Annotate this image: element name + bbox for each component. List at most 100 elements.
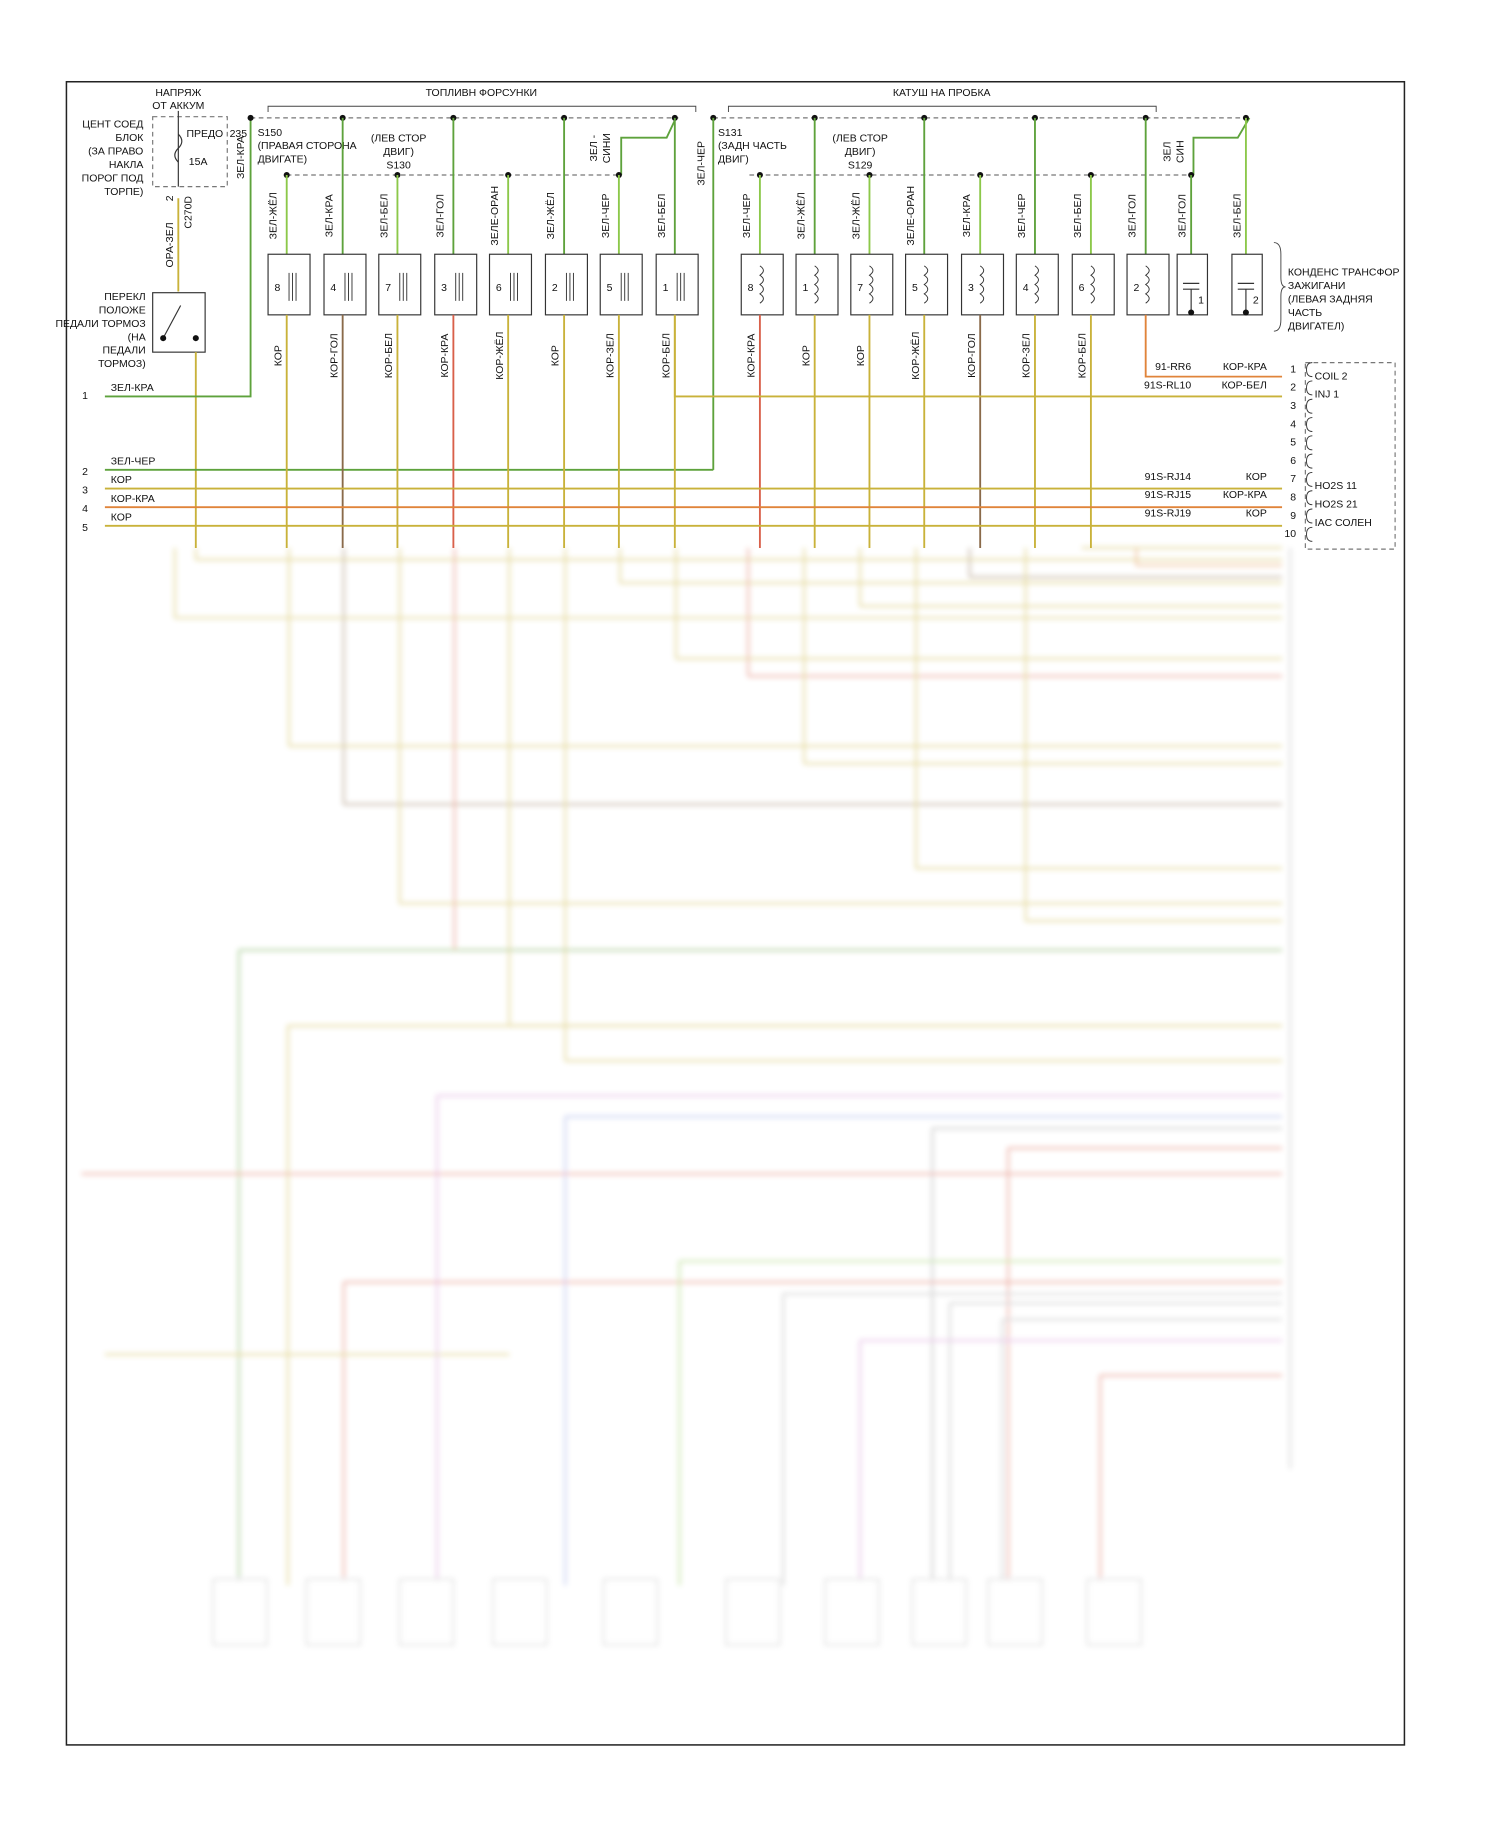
wire-label: ОРА-ЗЕЛ [165,222,176,267]
splice-label: S150 [258,128,283,139]
power-label: ОТ АККУМ [152,101,204,112]
wire-label: ЗЕЛ-КРА [962,194,973,237]
pin-number: 5 [1290,438,1296,449]
coil [1126,253,1170,316]
wire-label: ЗЕЛ - [589,134,600,161]
wire-color: КОР-КРА [1223,490,1267,501]
wire-label: ЗЕЛ-КРА [325,194,336,237]
connector [1304,362,1396,550]
circuit-code: 91S-RJ19 [1145,508,1192,519]
pin-socket [1306,453,1313,469]
faded-component [725,1578,781,1646]
wire-label: ЗЕЛЕ-ОРАН [906,186,917,246]
pin-number: 7 [385,283,391,294]
condenser-label: ДВИГАТЕЛ) [1288,321,1344,332]
wire-label: КОР-ЖЁЛ [494,331,506,379]
coil-symbol [1034,265,1039,304]
wire-label: КОР-КРА [111,494,155,505]
wire [673,314,1283,398]
faded-component [912,1578,967,1646]
splice-dot [160,335,167,342]
pin-number: 4 [82,504,88,515]
circuit-code: 91S-RJ15 [1145,490,1192,501]
pin-number: 5 [82,523,88,534]
wire-label: ЗЕЛ-ГОЛ [1128,194,1139,238]
wire-label: ЗЕЛЕ-ОРАН [490,186,501,246]
wire-label: ЗЕЛ-ЖЁЛ [268,192,280,239]
wire-label: КОР [111,475,132,486]
splice-label: S131 [718,128,743,139]
wire-label: КОР-ЖЁЛ [910,331,922,379]
switch-label: ПОЛОЖЕ [99,306,146,317]
wire-label: ЗЕЛ-КРА [111,383,154,394]
pin-number: 5 [912,283,918,294]
fuse-block-label: ЦЕНТ СОЕД [82,120,143,131]
wire-label: ЗЕЛ-ЧЕР [696,141,707,186]
circuit-code: 91S-RJ14 [1145,472,1192,483]
coil-symbol [923,265,929,304]
pin-number: 3 [968,283,974,294]
circuit-number: 235 [230,129,248,140]
pin-socket [1306,471,1313,487]
pin-number: 6 [496,283,502,294]
pin-socket [1306,508,1313,524]
splice-label: S129 [848,160,873,171]
wire [1192,117,1251,175]
pin-name: INJ 1 [1315,390,1340,401]
splice-label: ДВИГ) [845,147,876,158]
pin-number: 4 [330,283,336,294]
condenser [1231,253,1263,316]
frame [65,80,1406,1746]
coil [1015,253,1059,316]
fuse-block-label: (ЗА ПРАВО [88,147,143,158]
condenser-label: ЧАСТЬ [1288,308,1322,319]
wire [162,305,182,339]
coil [795,253,839,316]
wire-label: ЗЕЛ-БЕЛ [657,193,668,238]
splice-label: S130 [386,160,411,171]
condenser-label: ЗАЖИГАНИ [1288,281,1346,292]
pin-socket [1306,380,1313,396]
faded-component [305,1578,361,1646]
coil-symbol [813,265,819,304]
bracket [1273,242,1286,332]
splice-label: (ПРАВАЯ СТОРОНА [258,141,357,152]
coil [1071,253,1115,316]
fuse-block-label: НАКЛА [109,160,144,171]
pin-number: 2 [1253,296,1259,307]
pin-number: 2 [165,195,176,201]
switch-label: ПЕДАЛИ [102,346,145,357]
wire-label: ЗЕЛ-ЧЕР [742,193,753,238]
pin-number: 3 [82,486,88,497]
wire-label: КОР [273,345,284,366]
circuit-code: 91-RR6 [1155,362,1191,373]
wire-label: ЗЕЛ-ГОЛ [435,194,446,238]
pin-number: 3 [1290,401,1296,412]
pin-number: 1 [1198,296,1204,307]
wire-label: КОР-КРА [440,334,451,378]
wire-color: КОР [1246,472,1267,483]
faded-component [987,1578,1043,1646]
circuit-code: 91S-RL10 [1144,380,1191,391]
fuse-block-label: ТОРПЕ) [104,187,143,198]
condenser [1176,253,1209,316]
coil [850,253,894,316]
faded-component [603,1578,658,1646]
faded-component [1086,1578,1142,1646]
pin-number: 2 [1290,383,1296,394]
wire-label: ЗЕЛ-БЕЛ [1073,193,1084,238]
switch-label: ПЕРЕКЛ [104,292,146,303]
pin-number: 7 [857,283,863,294]
splice-label: (ЛЕВ СТОР [371,134,427,145]
pin-number: 1 [1290,364,1296,375]
power-label: НАПРЯЖ [155,88,201,99]
pin-number: 2 [552,283,558,294]
fuse-block [152,116,228,188]
pin-number: 7 [1290,474,1296,485]
pin-socket [1306,526,1313,542]
pin-name: HO2S 21 [1315,499,1358,510]
wire-label: ЗЕЛ-ЖЁЛ [850,192,862,239]
wire-label: КОР-ЗЕЛ [605,333,616,378]
faded-component [399,1578,454,1646]
